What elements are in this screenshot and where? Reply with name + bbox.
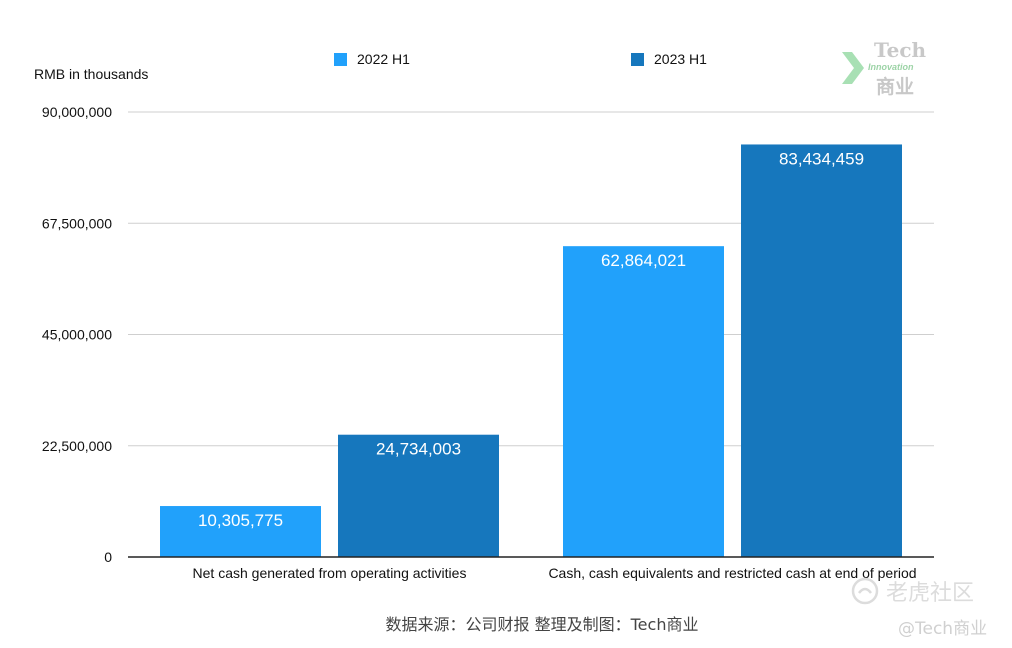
bar-value-label: 62,864,021 [601, 251, 686, 270]
legend-swatch-2023 [631, 52, 644, 66]
logo-innovation-text: Innovation [868, 62, 914, 72]
y-axis-ticks: 0 22,500,000 45,000,000 67,500,000 90,000,00… [42, 104, 112, 565]
logo-cn-text: 商业 [876, 76, 915, 98]
y-tick-label: 90,000,000 [42, 104, 112, 120]
bar-value-labels: 10,305,775 24,734,003 62,864,021 83,434,459 [198, 149, 864, 530]
legend-item-2022: 2022 H1 [334, 51, 410, 67]
community-logo-icon [851, 577, 879, 605]
community-watermark: 老虎社区 [850, 575, 974, 607]
bar [741, 144, 902, 557]
legend-label-2023: 2023 H1 [654, 51, 707, 67]
y-tick-label: 67,500,000 [42, 215, 112, 231]
y-tick-label: 22,500,000 [42, 438, 112, 454]
handle-watermark: @Tech商业 [898, 619, 988, 639]
y-axis-unit-label: RMB in thousands [34, 66, 149, 82]
legend-swatch-2022 [334, 52, 347, 66]
y-tick-label: 0 [104, 549, 112, 565]
x-axis-ticks: Net cash generated from operating activi… [193, 565, 917, 581]
legend-label-2022: 2022 H1 [357, 51, 410, 67]
bar-value-label: 24,734,003 [376, 440, 461, 459]
bar [338, 434, 499, 557]
bar [160, 506, 321, 557]
tech-innovation-logo: Tech Innovation 商业 [838, 38, 938, 98]
bar-value-label: 83,434,459 [779, 149, 864, 168]
source-caption: 数据来源：公司财报 整理及制图：Tech商业 [385, 615, 699, 634]
x-tick-label: Net cash generated from operating activi… [193, 565, 467, 581]
bar [563, 246, 724, 557]
community-watermark-text: 老虎社区 [886, 581, 975, 606]
bar-value-label: 10,305,775 [198, 511, 283, 530]
logo-arrow-icon [842, 52, 864, 84]
bars [160, 144, 902, 557]
legend-item-2023: 2023 H1 [631, 51, 707, 67]
logo-tech-text: Tech [874, 38, 927, 62]
y-tick-label: 45,000,000 [42, 327, 112, 343]
x-tick-label: Cash, cash equivalents and restricted ca… [548, 565, 916, 581]
